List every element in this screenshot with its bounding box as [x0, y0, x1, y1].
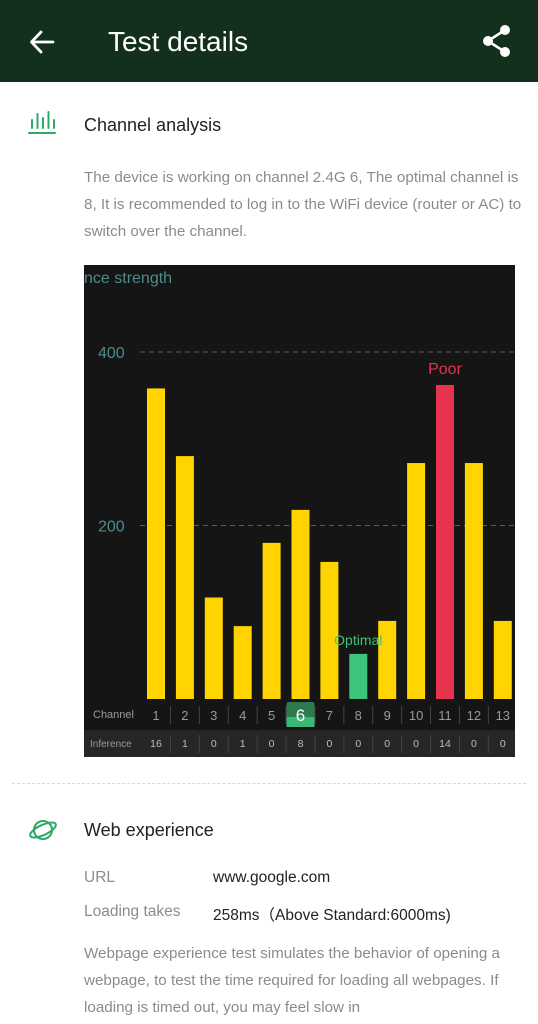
share-icon: [483, 25, 510, 57]
inference-value-1: 16: [150, 738, 162, 750]
poor-label: Poor: [428, 361, 462, 378]
bar-chart-icon: [28, 110, 56, 141]
channel-description: The device is working on channel 2.4G 6,…: [84, 169, 522, 240]
bar-channel-4: [233, 626, 252, 699]
bar-channel-10: [407, 463, 426, 699]
inference-value-5: 0: [269, 738, 275, 750]
inference-row-label: Inference: [90, 739, 132, 750]
share-button[interactable]: [476, 20, 518, 62]
inference-row-bg: [84, 730, 515, 757]
channel-tick-13: 13: [496, 708, 510, 723]
y-tick-label: 400: [98, 345, 125, 362]
app-bar: Test details: [0, 0, 538, 82]
channel-tick-9: 9: [384, 708, 391, 723]
planet-icon: [28, 816, 58, 849]
loading-label: Loading takes: [84, 903, 181, 920]
channel-tick-4: 4: [239, 708, 246, 723]
bar-channel-7: [320, 561, 339, 699]
bar-channel-8: [349, 653, 368, 699]
channel-tick-12: 12: [467, 708, 481, 723]
bar-channel-2: [175, 456, 194, 699]
channel-tick-3: 3: [210, 708, 217, 723]
bar-channel-3: [204, 597, 223, 699]
bar-channel-6: [291, 509, 310, 699]
y-tick-label: 200: [98, 519, 125, 536]
bar-channel-13: [493, 620, 512, 699]
channel-tick-6: 6: [296, 706, 305, 725]
channel-tick-1: 1: [152, 708, 159, 723]
channel-row-label: Channel: [93, 709, 134, 721]
channel-tick-8: 8: [355, 708, 362, 723]
channel-tick-2: 2: [181, 708, 188, 723]
inference-value-13: 0: [500, 738, 506, 750]
inference-value-12: 0: [471, 738, 477, 750]
web-experience-title: Web experience: [84, 820, 214, 840]
inference-value-4: 1: [240, 738, 246, 750]
bar-channel-12: [464, 463, 483, 699]
url-value: www.google.com: [213, 869, 331, 886]
inference-value-7: 0: [326, 738, 332, 750]
channel-tick-10: 10: [409, 708, 423, 723]
inference-value-8: 0: [355, 738, 361, 750]
bar-channel-11: [436, 384, 454, 699]
web-description: Webpage experience test simulates the be…: [84, 945, 500, 1016]
back-button[interactable]: [22, 22, 62, 62]
inference-value-2: 1: [182, 738, 188, 750]
bar-channel-1: [147, 388, 165, 699]
channel-tick-5: 5: [268, 708, 275, 723]
current-channel-highlight-band: [286, 717, 315, 727]
inference-value-10: 0: [413, 738, 419, 750]
back-arrow-icon: [30, 30, 55, 54]
inference-value-11: 14: [439, 738, 451, 750]
bar-channel-9: [378, 620, 397, 699]
page-title: Test details: [108, 26, 249, 57]
url-label: URL: [84, 869, 116, 886]
channel-interference-chart: nce strength 400 200 Optimal Poor Channel 1 2 3 4…: [84, 265, 515, 757]
channel-tick-7: 7: [326, 708, 333, 723]
section-divider: [12, 783, 526, 784]
inference-value-6: 8: [298, 738, 304, 750]
y-axis-title: nce strength: [84, 270, 172, 287]
channel-analysis-title: Channel analysis: [84, 115, 222, 135]
optimal-label: Optimal: [334, 632, 382, 648]
inference-value-9: 0: [384, 738, 390, 750]
channel-tick-11: 11: [438, 708, 452, 723]
inference-value-3: 0: [211, 738, 217, 750]
loading-value: 258ms（Above Standard:6000ms): [213, 907, 451, 924]
bar-channel-5: [262, 542, 281, 699]
